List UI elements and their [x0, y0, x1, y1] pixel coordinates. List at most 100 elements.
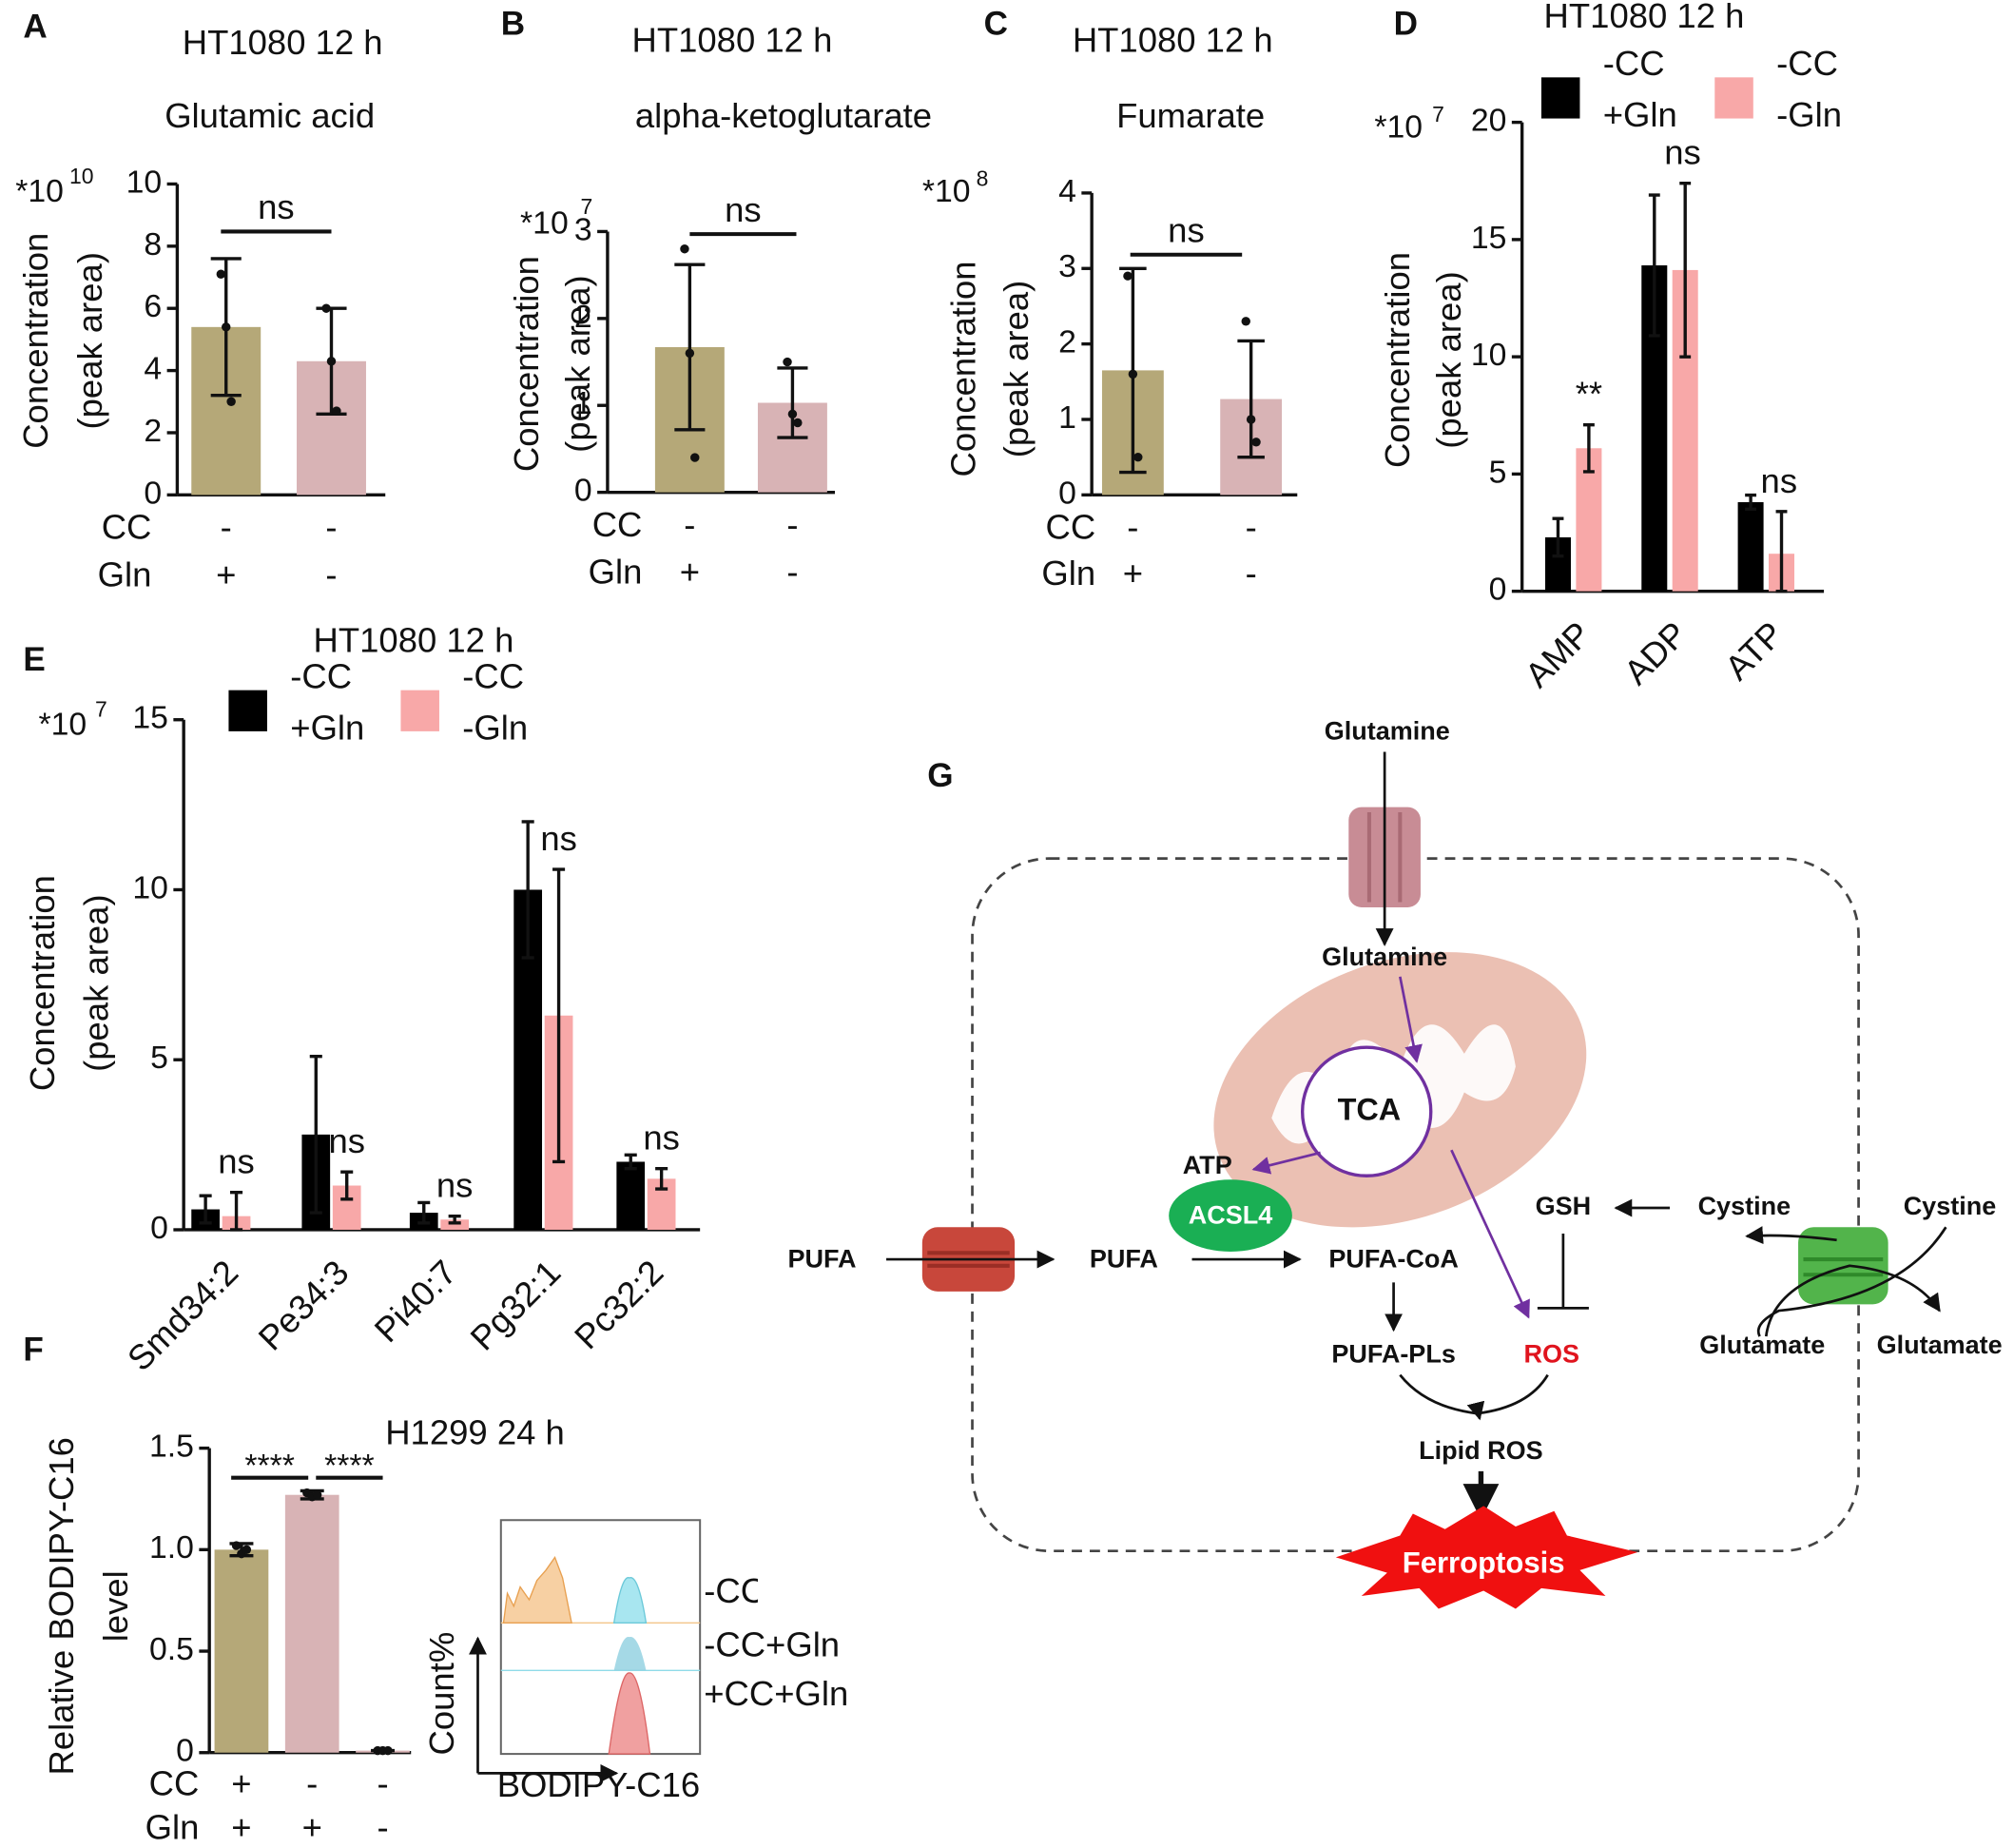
data-point: [1128, 369, 1138, 379]
data-point: [1123, 271, 1133, 281]
chart-title: HT1080 12 h: [314, 620, 514, 659]
y-tick-label: 1.0: [149, 1529, 194, 1566]
condition-name: CC: [149, 1764, 200, 1803]
y-axis-label: level: [96, 1570, 135, 1642]
y-exponent: 10: [69, 164, 94, 188]
y-tick-label: 1.5: [149, 1429, 194, 1465]
x-tick-label: Pg32:1: [463, 1253, 569, 1358]
condition-value: +: [231, 1807, 251, 1846]
error-bar: [1745, 493, 1757, 512]
condition-value: -: [221, 507, 232, 546]
bar: [284, 1494, 339, 1753]
bar: [616, 1161, 646, 1230]
error-bar: [1648, 193, 1660, 338]
condition-value: -: [377, 1807, 388, 1846]
x-tick-label: Pc32:2: [567, 1253, 670, 1356]
y-exponent: 7: [1432, 102, 1444, 126]
data-point: [222, 322, 231, 332]
error-bar: [199, 1194, 212, 1225]
error-bar: [777, 366, 808, 439]
y-tick-label: 2: [574, 299, 592, 335]
significance-label: ns: [1168, 210, 1205, 249]
chart-title: HT1080 12 h: [1544, 0, 1745, 35]
y-tick-label: 0: [176, 1733, 194, 1769]
diagram-node: PUFA-CoA: [1328, 1245, 1459, 1274]
condition-value: -: [684, 505, 695, 544]
legend-swatch: [400, 690, 439, 731]
panel-label: C: [984, 6, 1008, 43]
data-point: [787, 409, 798, 419]
diagram-node: GSH: [1536, 1192, 1592, 1220]
diagram-node: Glutamine: [1322, 943, 1447, 971]
x-tick-label: Pe34:3: [251, 1253, 357, 1358]
y-tick-label: 3: [574, 211, 592, 247]
significance-label: ns: [725, 190, 762, 229]
y-axis-label: Relative BODIPY-C16: [42, 1437, 81, 1775]
data-point: [685, 348, 695, 359]
error-bar: [552, 867, 566, 1164]
y-tick-label: 1: [574, 385, 592, 421]
diagram-node: PUFA-PLs: [1331, 1339, 1456, 1368]
x-tick-label: AMP: [1518, 614, 1598, 695]
chart-subtitle: Fumarate: [1116, 96, 1265, 135]
error-bar: [417, 1200, 431, 1225]
y-multiplier: *10: [1374, 108, 1423, 145]
y-tick-label: 5: [150, 1040, 168, 1076]
condition-value: +: [680, 553, 700, 592]
diagram-node: Cystine: [1698, 1192, 1791, 1220]
y-tick-label: 2: [1058, 324, 1076, 360]
panel-label: D: [1394, 6, 1418, 43]
data-point: [793, 418, 803, 428]
condition-name: CC: [1046, 507, 1096, 546]
y-multiplier: *10: [39, 706, 87, 742]
y-axis-label: Concentration: [507, 256, 546, 472]
y-tick-label: 0: [144, 475, 162, 511]
y-tick-label: 0: [1058, 475, 1076, 511]
y-tick-label: 5: [1489, 454, 1507, 490]
error-bar: [448, 1214, 461, 1225]
significance-label: ****: [324, 1448, 375, 1484]
condition-name: Gln: [1041, 554, 1095, 593]
chart-subtitle: alpha-ketoglutarate: [635, 96, 932, 135]
bar: [214, 1549, 269, 1753]
y-tick-label: 15: [132, 700, 168, 736]
data-point: [690, 453, 700, 462]
data-point: [1133, 452, 1143, 462]
data-point: [312, 1489, 322, 1500]
condition-value: +: [302, 1807, 322, 1846]
data-point: [216, 269, 226, 279]
y-tick-label: 0: [150, 1210, 168, 1246]
y-tick-label: 2: [144, 413, 162, 449]
legend-label: -CC -Gln: [462, 656, 533, 747]
legend-swatch: [1714, 77, 1753, 119]
y-tick-label: 20: [1471, 103, 1507, 139]
condition-name: CC: [102, 507, 152, 546]
chart-title: HT1080 12 h: [632, 21, 833, 60]
y-tick-label: 10: [132, 869, 168, 905]
error-bar: [1237, 339, 1265, 459]
inset-legend: -CC: [704, 1571, 765, 1610]
chart-subtitle: Glutamic acid: [165, 96, 375, 135]
condition-value: -: [786, 553, 798, 592]
y-multiplier: *10: [15, 173, 64, 209]
chart-title: HT1080 12 h: [183, 23, 383, 62]
condition-name: Gln: [589, 553, 643, 592]
error-bar: [674, 263, 706, 432]
error-bar: [230, 1190, 243, 1232]
legend-swatch: [228, 690, 267, 731]
bar: [1737, 501, 1764, 592]
condition-name: CC: [592, 505, 643, 544]
diagram-node: Ferroptosis: [1403, 1546, 1565, 1580]
inset-y-label: Count%: [422, 1632, 461, 1756]
condition-value: +: [216, 554, 236, 593]
diagram-node: Glutamate: [1877, 1331, 2003, 1359]
y-exponent: 8: [977, 165, 989, 190]
error-bar: [309, 1054, 322, 1215]
y-tick-label: 1: [1058, 399, 1076, 436]
condition-value: -: [325, 507, 337, 546]
error-bar: [1582, 422, 1595, 474]
data-point: [242, 1545, 252, 1555]
data-point: [383, 1745, 393, 1756]
panel-label: E: [23, 641, 45, 678]
